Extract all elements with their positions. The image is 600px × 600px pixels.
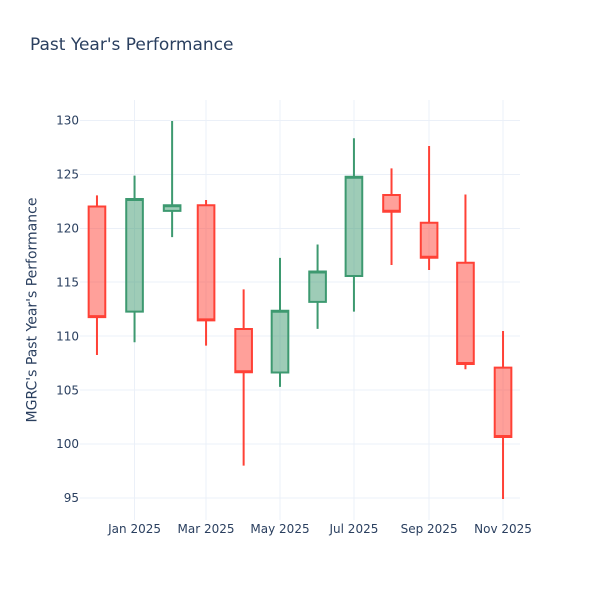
svg-text:110: 110 (56, 329, 79, 343)
svg-text:100: 100 (56, 437, 79, 451)
svg-text:115: 115 (56, 275, 79, 289)
svg-text:Mar 2025: Mar 2025 (178, 522, 235, 536)
svg-text:May 2025: May 2025 (250, 522, 309, 536)
svg-text:120: 120 (56, 222, 79, 236)
svg-text:MGRC's Past Year's Performance: MGRC's Past Year's Performance (25, 198, 41, 423)
svg-text:Jul 2025: Jul 2025 (329, 522, 379, 536)
svg-text:Past Year's Performance: Past Year's Performance (30, 35, 234, 55)
svg-text:125: 125 (56, 168, 79, 182)
svg-text:130: 130 (56, 114, 79, 128)
svg-text:Sep 2025: Sep 2025 (401, 522, 458, 536)
svg-text:95: 95 (64, 491, 79, 505)
svg-text:Nov 2025: Nov 2025 (474, 522, 532, 536)
svg-text:105: 105 (56, 383, 79, 397)
svg-text:Jan 2025: Jan 2025 (107, 522, 161, 536)
